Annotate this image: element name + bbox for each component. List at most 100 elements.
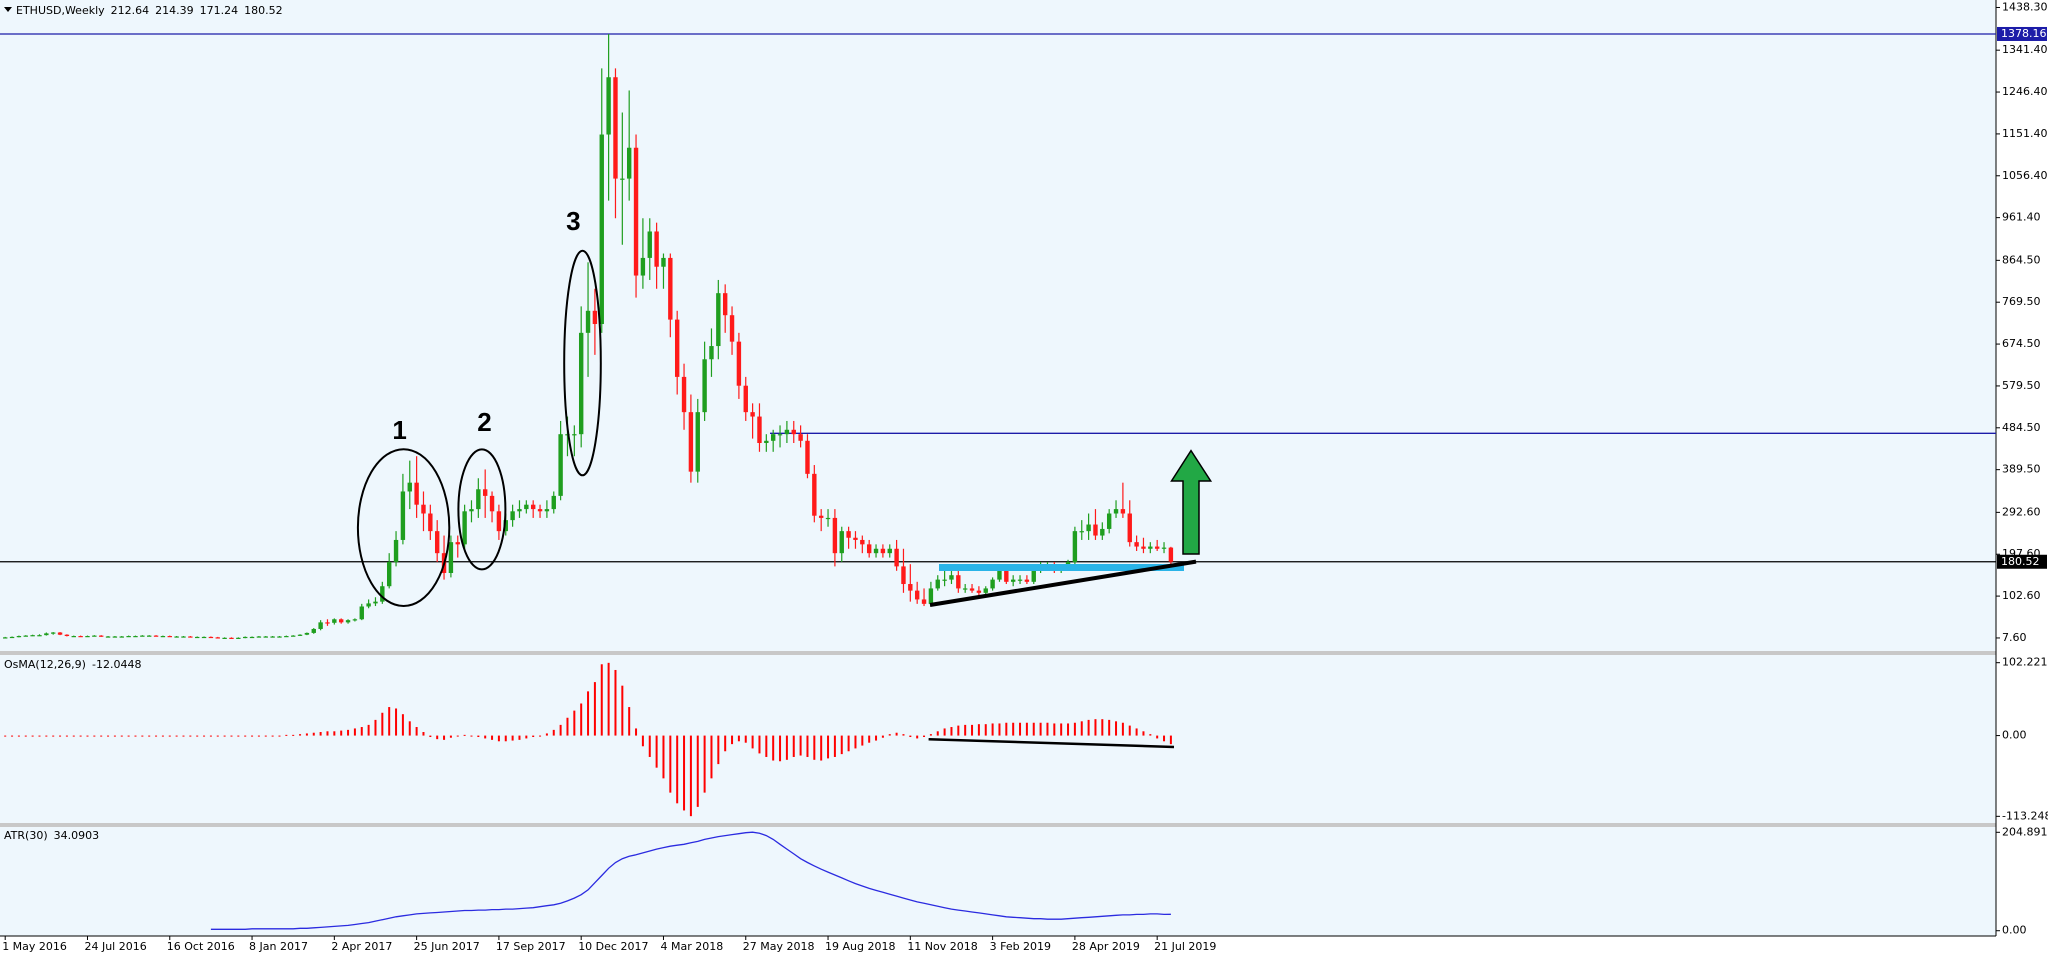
candle-body	[798, 434, 803, 441]
candle-body	[1113, 509, 1119, 514]
title-part: -12.0448	[92, 658, 141, 671]
candle-body	[846, 531, 851, 538]
osma-bar	[449, 735, 452, 738]
y-tick-label: 1151.40	[2002, 127, 2048, 140]
y-tick-label: 0.00	[2002, 729, 2027, 742]
candle-body	[455, 542, 460, 545]
candle-body	[400, 491, 406, 540]
candle-body	[818, 515, 824, 518]
osma-bar	[161, 735, 164, 737]
osma-bar	[244, 735, 247, 737]
osma-bar	[1046, 722, 1049, 736]
osma-bar	[271, 735, 274, 737]
candle-body	[640, 257, 646, 276]
candle-body	[181, 636, 186, 638]
candle-body	[777, 434, 783, 436]
osma-bar	[936, 731, 939, 736]
osma-bar	[1149, 734, 1152, 736]
osma-bar	[251, 735, 254, 737]
candle-body	[3, 637, 8, 639]
title-part: 212.64	[111, 4, 150, 17]
candle-body	[1134, 542, 1139, 547]
osma-bar	[408, 721, 411, 736]
candle-body	[85, 636, 90, 638]
x-tick-label: 21 Jul 2019	[1154, 940, 1216, 953]
title-part: OsMA(12,26,9)	[4, 658, 86, 671]
osma-bar	[847, 735, 850, 752]
candle-body	[983, 588, 988, 593]
candle-body	[887, 548, 892, 554]
candle-body	[558, 434, 563, 496]
title-part: ATR(30)	[4, 829, 48, 842]
candle-body	[338, 619, 344, 623]
osma-bar	[689, 735, 692, 817]
osma-bar	[724, 735, 727, 752]
osma-bar	[998, 723, 1001, 736]
candle-body	[921, 599, 927, 604]
annotation-label: 3	[566, 206, 580, 236]
candle-body	[1161, 547, 1167, 549]
pane-separator	[0, 651, 1996, 655]
osma-bar	[93, 735, 96, 737]
y-tick-label: 579.50	[2002, 379, 2041, 392]
osma-bar	[79, 735, 82, 737]
osma-bar	[1073, 722, 1076, 736]
x-tick-label: 3 Feb 2019	[990, 940, 1051, 953]
osma-bar	[1094, 719, 1097, 736]
candle-body	[825, 517, 831, 520]
osma-bar	[148, 735, 151, 737]
candle-body	[1086, 524, 1091, 532]
candle-body	[750, 412, 755, 417]
osma-bar	[340, 730, 343, 736]
osma-bar	[257, 735, 260, 737]
candle-body	[167, 636, 172, 638]
candle-body	[935, 579, 940, 589]
x-tick-label: 19 Aug 2018	[825, 940, 895, 953]
osma-bar	[285, 734, 288, 736]
osma-bar	[772, 735, 775, 761]
candle-body	[606, 77, 611, 135]
candle-body	[1010, 579, 1016, 582]
osma-bar	[587, 691, 590, 736]
candle-body	[421, 504, 426, 514]
osma-bar	[532, 735, 535, 738]
candle-body	[462, 511, 467, 545]
candle-body	[105, 636, 111, 638]
candle-body	[304, 632, 310, 635]
candle-body	[174, 636, 179, 638]
x-tick-label: 16 Oct 2016	[167, 940, 235, 953]
osma-bar	[1060, 723, 1063, 736]
osma-bar	[1128, 725, 1131, 736]
candle-body	[702, 359, 707, 413]
osma-bar	[134, 735, 137, 737]
y-tick-label: 389.50	[2002, 463, 2041, 476]
osma-bar	[463, 734, 466, 736]
candle-body	[503, 520, 508, 532]
candle-body	[359, 606, 364, 620]
osma-bar	[628, 707, 631, 736]
candle-body	[764, 440, 769, 443]
osma-bar	[292, 734, 295, 736]
osma-bar	[38, 735, 41, 737]
candle-body	[722, 293, 728, 316]
candle-body	[489, 495, 495, 512]
candle-body	[709, 346, 714, 360]
candle-body	[160, 636, 166, 638]
candle-body	[428, 513, 433, 532]
candle-body	[345, 620, 351, 623]
osma-bar	[840, 735, 843, 755]
candle-body	[352, 619, 358, 621]
osma-bar	[881, 735, 884, 738]
osma-bar	[1039, 722, 1042, 736]
title-part: 171.24	[200, 4, 239, 17]
osma-bar	[1121, 722, 1124, 736]
annotation-ellipse	[356, 448, 451, 607]
candle-body	[98, 635, 104, 637]
osma-bar	[888, 734, 891, 736]
x-tick-label: 11 Nov 2018	[907, 940, 977, 953]
candle-body	[249, 636, 255, 639]
osma-bar	[648, 735, 651, 757]
candle-body	[496, 511, 502, 532]
osma-bar	[395, 708, 398, 736]
osma-bar	[367, 724, 370, 736]
